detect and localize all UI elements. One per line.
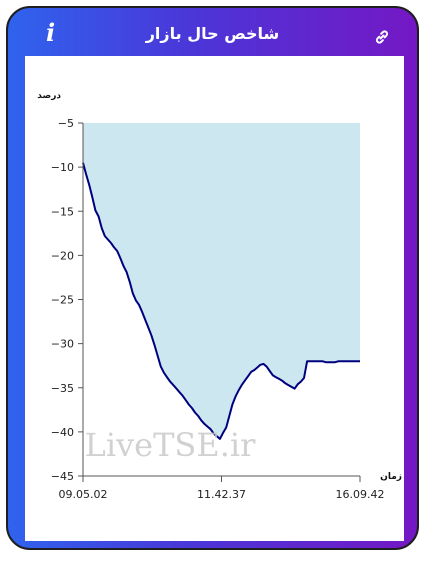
y-tick-label: −15 [51, 205, 74, 218]
series-area [83, 123, 360, 439]
y-tick-label: −25 [51, 294, 74, 307]
y-axis-title: درصد [37, 91, 61, 101]
y-tick-label: −5 [58, 117, 74, 130]
x-tick-label: 11.42.37 [197, 488, 246, 501]
chart-panel: −5 −10 −15 −20 −25 −30 −35 −40 −45 09.05.02 11.42.… [25, 56, 404, 541]
x-tick-label: 09.05.02 [59, 488, 108, 501]
card-title: شاخص حال بازار [8, 24, 417, 43]
x-axis-title: زمان [380, 472, 402, 482]
y-tick-label: −30 [51, 338, 74, 351]
index-chart: −5 −10 −15 −20 −25 −30 −35 −40 −45 09.05.02 11.42.… [25, 56, 404, 541]
y-tick-label: −45 [51, 470, 74, 483]
market-index-card: i شاخص حال بازار −5 −10 −15 −20 −25 −30 −35 −40… [6, 6, 419, 550]
watermark: LiveTSE.ir [85, 426, 257, 464]
x-tick-label: 16.09.42 [336, 488, 385, 501]
link-icon[interactable] [373, 28, 391, 46]
y-tick-label: −20 [51, 249, 74, 262]
y-tick-label: −40 [51, 426, 74, 439]
y-tick-label: −10 [51, 161, 74, 174]
y-tick-label: −35 [51, 382, 74, 395]
